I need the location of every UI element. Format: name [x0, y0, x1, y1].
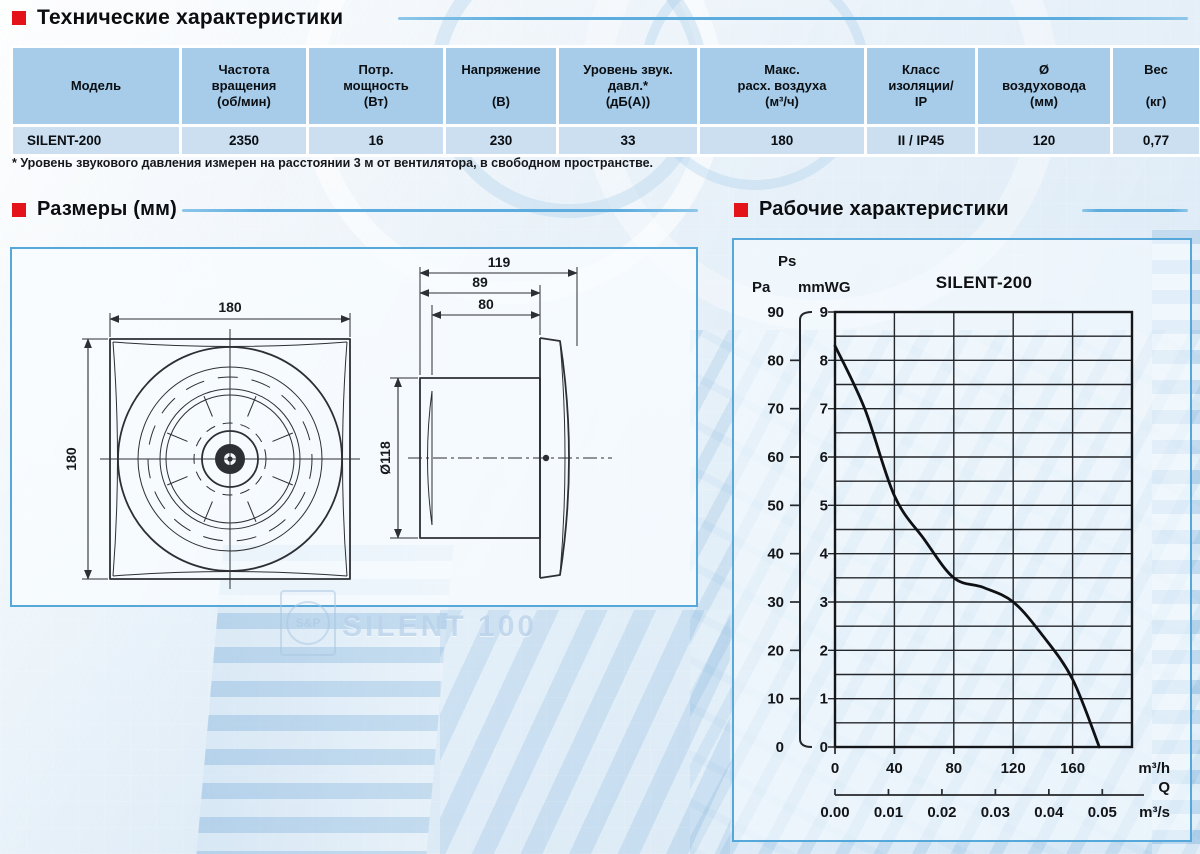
performance-section-header: Рабочие характеристики — [734, 198, 1009, 221]
sound-level-footnote: * Уровень звукового давления измерен на … — [12, 156, 654, 170]
spec-col-header: Вес (кг) — [1113, 48, 1199, 124]
q-tick-label: 0.01 — [874, 804, 903, 821]
pa-tick-label: 40 — [767, 546, 784, 563]
spec-cell: 2350 — [182, 127, 306, 154]
q-tick-label: 0.00 — [820, 804, 849, 821]
sp-logo-text: S&P — [286, 601, 330, 645]
side-dim80-label: 80 — [478, 296, 494, 312]
mmwg-tick-label: 5 — [820, 497, 828, 514]
mmwg-tick-label: 8 — [820, 352, 828, 369]
dimensions-section-title: Размеры (мм) — [37, 198, 177, 220]
spec-row: SILENT-200 2350 16 230 33 180 II / IP45 120 0,77 — [13, 127, 1199, 154]
pa-axis-bracket — [799, 311, 813, 748]
spec-col-header: Макс. расх. воздуха (м³/ч) — [700, 48, 864, 124]
pa-tick-label: 20 — [767, 642, 784, 659]
x-tick-label: 80 — [945, 760, 962, 777]
mmwg-tick-label: 0 — [820, 739, 828, 756]
mmwg-unit-label: mmWG — [798, 279, 851, 296]
performance-chart: Ps Pa mmWG SILENT-200 m³/h Q m³/s 0 1 2 3 4 5… — [752, 253, 1170, 821]
red-square-bullet-icon — [12, 11, 26, 25]
side-dim89-label: 89 — [472, 274, 488, 290]
spec-cell: SILENT-200 — [13, 127, 179, 154]
q-tick-label: 0.03 — [981, 804, 1010, 821]
spec-cell: 33 — [559, 127, 697, 154]
mmwg-tick-label: 9 — [820, 304, 828, 321]
performance-section-title: Рабочие характеристики — [759, 198, 1009, 220]
mmwg-tick-label: 1 — [820, 691, 828, 708]
spec-cell: 230 — [446, 127, 556, 154]
pa-tick-label: 90 — [767, 304, 784, 321]
fan-side-view: 119 89 80 Ø118 — [377, 254, 612, 579]
pa-tick-label: 30 — [767, 594, 784, 611]
spec-header-row: Модель Частота вращения (об/мин) Потр. мощнос… — [13, 48, 1199, 124]
performance-chart-panel: Ps Pa mmWG SILENT-200 m³/h Q m³/s 0 1 2 3 4 5… — [732, 238, 1192, 842]
mmwg-tick-label: 6 — [820, 449, 828, 466]
fan-front-view: 180 180 — [63, 299, 360, 589]
red-square-bullet-icon — [12, 202, 26, 217]
grille-spokes — [167, 396, 293, 522]
spec-col-header: Напряжение (В) — [446, 48, 556, 124]
spec-col-header: Модель — [13, 48, 179, 124]
dimensions-panel: 180 180 119 — [10, 247, 698, 607]
header-rule — [182, 209, 698, 212]
x-tick-label: 160 — [1060, 760, 1085, 777]
spec-cell: 120 — [978, 127, 1110, 154]
m3s-unit-label: m³/s — [1139, 804, 1170, 821]
silent100-watermark: SILENT 100 — [342, 610, 538, 643]
spec-col-header: Уровень звук. давл.* (дБ(А)) — [559, 48, 697, 124]
spec-cell: 0,77 — [1113, 127, 1199, 154]
red-square-bullet-icon — [734, 202, 748, 217]
x-tick-label: 40 — [886, 760, 903, 777]
building-photo-decoration — [440, 610, 730, 854]
pa-tick-label: 10 — [767, 691, 784, 708]
front-height-label: 180 — [63, 447, 79, 471]
q-tick-label: 0.04 — [1034, 804, 1064, 821]
performance-curve — [833, 344, 1101, 749]
plot-border — [833, 310, 1134, 749]
dimension-drawing: 180 180 119 — [63, 254, 612, 589]
duct-diameter-label: Ø118 — [377, 441, 393, 475]
pa-unit-label: Pa — [752, 279, 771, 296]
front-width-label: 180 — [218, 299, 242, 315]
side-depth-label: 119 — [488, 254, 511, 270]
spec-col-header: Частота вращения (об/мин) — [182, 48, 306, 124]
pa-tick-label: 80 — [767, 352, 784, 369]
tech-section-header: Технические характеристики — [12, 6, 343, 30]
m3h-unit-label: m³/h — [1138, 760, 1170, 777]
spec-table: Модель Частота вращения (об/мин) Потр. мощнос… — [10, 45, 1200, 157]
spec-cell: 180 — [700, 127, 864, 154]
tech-section-title: Технические характеристики — [37, 6, 344, 29]
spec-cell: II / IP45 — [867, 127, 975, 154]
pa-tick-label: 60 — [767, 449, 784, 466]
q-tick-label: 0.02 — [927, 804, 956, 821]
ps-axis-label: Ps — [778, 253, 796, 270]
spec-table-body: SILENT-200 2350 16 230 33 180 II / IP45 120 0,77 — [13, 127, 1199, 154]
header-rule — [1082, 209, 1188, 212]
chart-title: SILENT-200 — [936, 273, 1033, 292]
pa-tick-label: 0 — [776, 739, 784, 756]
mmwg-tick-label: 4 — [820, 546, 829, 563]
dimensions-section-header: Размеры (мм) — [12, 198, 177, 221]
mmwg-tick-label: 2 — [820, 642, 828, 659]
q-tick-label: 0.05 — [1088, 804, 1117, 821]
mmwg-tick-label: 3 — [820, 594, 828, 611]
sp-logo-watermark: S&P — [280, 590, 336, 656]
spec-cell: 16 — [309, 127, 443, 154]
spec-col-header: Класс изоляции/IP — [867, 48, 975, 124]
spec-col-header: Потр. мощность (Вт) — [309, 48, 443, 124]
pa-tick-label: 70 — [767, 401, 784, 418]
pa-tick-label: 50 — [767, 497, 784, 514]
q-axis-label: Q — [1158, 779, 1170, 796]
header-rule — [398, 17, 1188, 20]
mmwg-tick-label: 7 — [820, 401, 828, 418]
x-tick-label: 120 — [1001, 760, 1026, 777]
x-tick-label: 0 — [831, 760, 839, 777]
